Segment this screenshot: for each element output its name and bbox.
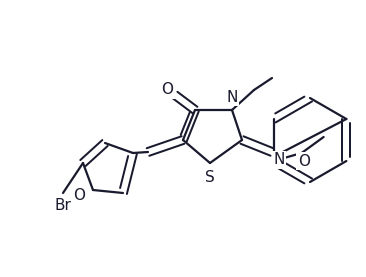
Text: N: N	[273, 153, 285, 168]
Text: N: N	[226, 89, 238, 104]
Text: O: O	[298, 153, 310, 168]
Text: Br: Br	[55, 198, 71, 212]
Text: S: S	[205, 170, 215, 184]
Text: O: O	[161, 83, 173, 98]
Text: O: O	[73, 188, 85, 202]
